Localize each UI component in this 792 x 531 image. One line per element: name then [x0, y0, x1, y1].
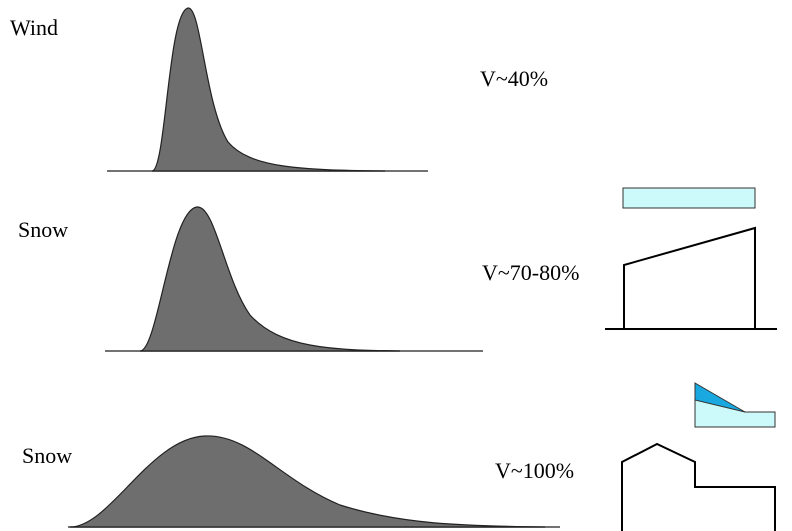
building	[621, 442, 776, 531]
row-snow-1: Snow V~70-80%	[18, 187, 777, 352]
variation-label: V~40%	[480, 66, 548, 91]
distribution-curve	[69, 435, 546, 528]
row-snow-2: Snow V~100%	[22, 382, 776, 531]
building	[623, 226, 756, 329]
variation-label: V~70-80%	[482, 260, 579, 285]
snow-drift-peak	[694, 382, 746, 413]
distribution-curve	[139, 206, 401, 352]
variation-label: V~100%	[495, 458, 574, 483]
hazard-label: Wind	[10, 15, 58, 40]
hazard-label: Snow	[22, 443, 72, 468]
hazard-label: Snow	[18, 217, 68, 242]
row-wind: Wind V~40%	[10, 7, 548, 172]
distribution-curve	[151, 7, 386, 172]
snow-layer	[622, 187, 756, 209]
